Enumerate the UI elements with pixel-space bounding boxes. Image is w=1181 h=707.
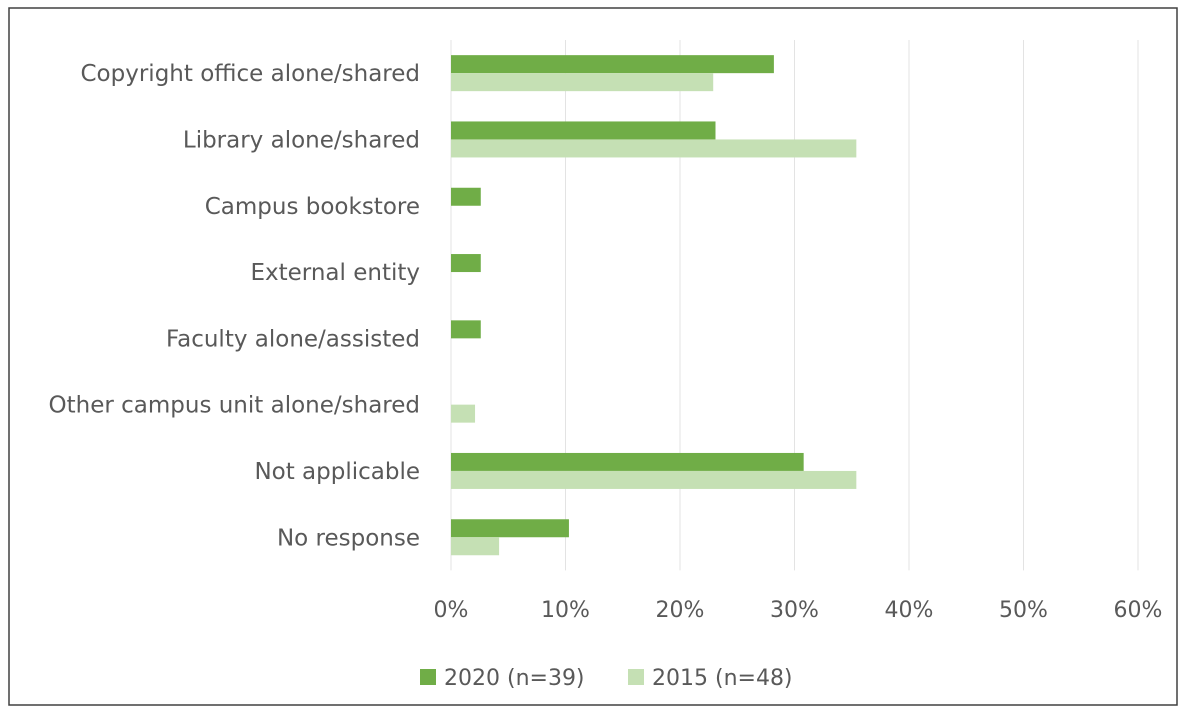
category-labels: Copyright office alone/shared Library alo… (49, 61, 421, 551)
bar-series1-1 (451, 121, 716, 140)
bar-series2-1 (451, 139, 857, 158)
bar-series1-0 (451, 55, 774, 74)
bar-series2-6 (451, 470, 857, 489)
bar-series1-4 (451, 320, 481, 339)
legend-label-1: 2015 (n=48) (652, 666, 793, 691)
category-label-6: Not applicable (254, 459, 420, 485)
bar-series1-3 (451, 254, 481, 273)
x-tick-label-2: 20% (656, 598, 705, 623)
category-label-3: External entity (250, 260, 420, 286)
x-tick-label-6: 60% (1114, 598, 1163, 623)
bars (451, 55, 857, 556)
bar-series2-5 (451, 404, 476, 423)
category-label-5: Other campus unit alone/shared (49, 393, 421, 419)
legend-swatch-1 (628, 669, 644, 685)
category-label-0: Copyright office alone/shared (81, 61, 421, 87)
bar-series2-7 (451, 537, 500, 556)
legend-swatch-0 (420, 669, 436, 685)
bar-series2-0 (451, 73, 714, 92)
legend: 2020 (n=39) 2015 (n=48) (420, 666, 793, 691)
x-tick-label-1: 10% (541, 598, 590, 623)
legend-label-0: 2020 (n=39) (444, 666, 585, 691)
bar-series1-2 (451, 187, 481, 206)
x-tick-labels: 0% 10% 20% 30% 40% 50% 60% (434, 598, 1163, 623)
bar-series1-7 (451, 519, 569, 538)
bar-series1-6 (451, 452, 804, 471)
category-label-1: Library alone/shared (183, 127, 420, 153)
category-label-7: No response (277, 525, 420, 551)
category-label-4: Faculty alone/assisted (166, 326, 420, 352)
x-tick-label-5: 50% (999, 598, 1048, 623)
x-tick-label-3: 30% (770, 598, 819, 623)
category-label-2: Campus bookstore (205, 194, 420, 220)
x-tick-label-0: 0% (434, 598, 469, 623)
x-tick-label-4: 40% (885, 598, 934, 623)
